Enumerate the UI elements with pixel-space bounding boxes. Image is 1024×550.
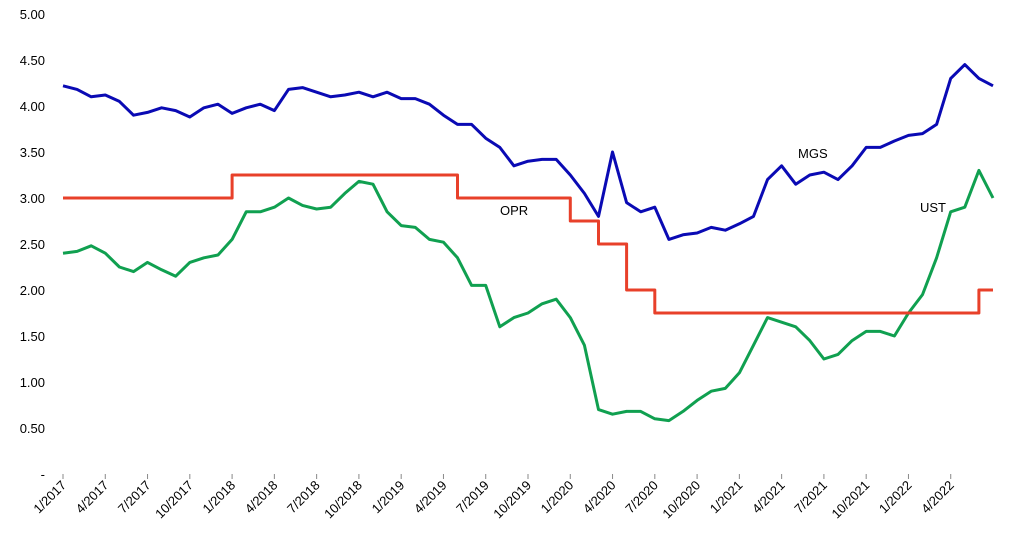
series-lines bbox=[62, 63, 995, 423]
x-tick-label: 1/2019 bbox=[369, 478, 408, 517]
y-tick-label: 2.50 bbox=[20, 237, 45, 252]
x-tick-label: 1/2021 bbox=[707, 478, 746, 517]
x-tick-label: 7/2017 bbox=[115, 478, 154, 517]
x-tick-label: 4/2021 bbox=[749, 478, 788, 517]
series-line-opr bbox=[63, 173, 993, 315]
y-tick-label: 3.50 bbox=[20, 145, 45, 160]
x-tick-label: 10/2018 bbox=[321, 478, 365, 522]
y-tick-label: 1.50 bbox=[20, 329, 45, 344]
series-label-opr: OPR bbox=[500, 203, 528, 218]
x-tick-label: 10/2020 bbox=[659, 478, 703, 522]
x-tick-label: 7/2019 bbox=[453, 478, 492, 517]
x-tick-label: 10/2017 bbox=[152, 478, 196, 522]
y-tick-label: 4.50 bbox=[20, 53, 45, 68]
y-tick-label: 4.00 bbox=[20, 99, 45, 114]
series-label-mgs: MGS bbox=[798, 146, 828, 161]
y-tick-label: 0.50 bbox=[20, 421, 45, 436]
x-tick-label: 7/2021 bbox=[791, 478, 830, 517]
series-label-ust: UST bbox=[920, 200, 946, 215]
x-tick-label: 1/2020 bbox=[538, 478, 577, 517]
series-line-ust bbox=[62, 168, 995, 423]
x-tick-label: 4/2017 bbox=[73, 478, 112, 517]
y-tick-label: 2.00 bbox=[20, 283, 45, 298]
x-tick-label: 4/2019 bbox=[411, 478, 450, 517]
x-tick-label: 1/2022 bbox=[876, 478, 915, 517]
x-tick-label: 1/2018 bbox=[199, 478, 238, 517]
x-tick-label: 7/2018 bbox=[284, 478, 323, 517]
x-tick-label: 10/2021 bbox=[828, 478, 872, 522]
x-tick-label: 4/2020 bbox=[580, 478, 619, 517]
x-tick-label: 10/2019 bbox=[490, 478, 534, 522]
y-tick-label: 5.00 bbox=[20, 7, 45, 22]
x-tick-label: 1/2017 bbox=[30, 478, 69, 517]
y-axis: - 0.50 1.00 1.50 2.00 2.50 3.00 3.50 4.00 4.50 5.0… bbox=[20, 7, 45, 482]
x-tick-label: 7/2020 bbox=[622, 478, 661, 517]
y-tick-label: 1.00 bbox=[20, 375, 45, 390]
series-line-mgs bbox=[62, 63, 994, 241]
x-tick-label: 4/2022 bbox=[918, 478, 957, 517]
y-tick-label: 3.00 bbox=[20, 191, 45, 206]
y-tick-label: - bbox=[41, 467, 45, 482]
x-tick-label: 4/2018 bbox=[242, 478, 281, 517]
